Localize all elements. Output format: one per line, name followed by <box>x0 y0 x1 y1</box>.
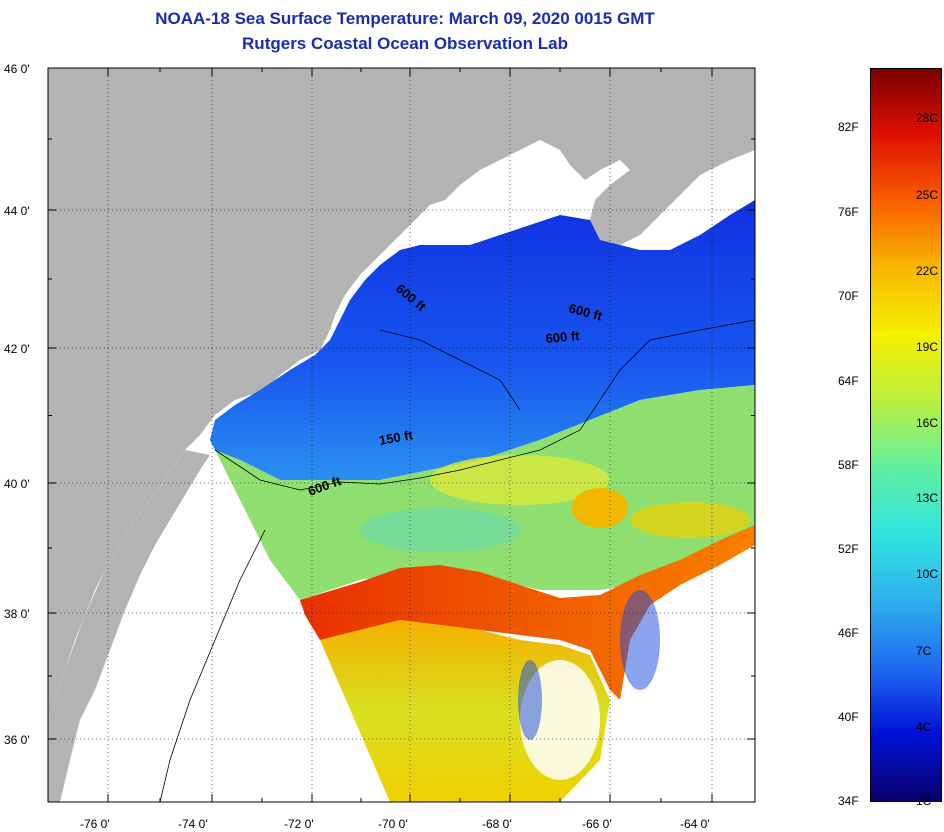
axis-ticks <box>48 67 755 802</box>
colorbar-label-c: 22C <box>916 264 939 278</box>
isobath-label-600ft-georges: 600 ft <box>545 328 581 346</box>
map-title: NOAA-18 Sea Surface Temperature: March 0… <box>155 9 655 28</box>
map-frame <box>48 68 755 802</box>
colorbar-label-f: 40F <box>838 710 859 724</box>
lat-label-38: 38 0' <box>4 607 30 621</box>
lon-label-66: -66 0' <box>582 817 612 831</box>
map-border <box>47 67 756 803</box>
colorbar-label-f: 64F <box>838 374 859 388</box>
cold-shelf-water <box>210 200 755 480</box>
colorbar-gradient <box>870 68 942 802</box>
isobath-label-150ft: 150 ft <box>378 427 415 448</box>
colorbar-label-c: 25C <box>916 188 939 202</box>
colorbar-label-c: 10C <box>916 567 939 581</box>
temperature-colorbar <box>870 68 942 802</box>
lat-label-44: 44 0' <box>4 204 30 218</box>
lon-label-72: -72 0' <box>284 817 314 831</box>
map-subtitle: Rutgers Coastal Ocean Observation Lab <box>242 34 568 53</box>
lon-label-64: -64 0' <box>680 817 710 831</box>
colorbar-label-c: 1C <box>916 794 932 808</box>
colorbar-label-f: 76F <box>838 205 859 219</box>
gulf-stream <box>300 525 755 700</box>
colorbar-label-c: 7C <box>916 644 932 658</box>
lat-label-36: 36 0' <box>4 733 30 747</box>
colorbar-label-c: 4C <box>916 720 932 734</box>
colorbar-label-c: 16C <box>916 416 939 430</box>
colorbar-label-c: 13C <box>916 491 939 505</box>
lat-label-42: 42 0' <box>4 342 30 356</box>
colorbar-label-f: 46F <box>838 626 859 640</box>
colorbar-label-f: 34F <box>838 794 859 808</box>
lon-label-70: -70 0' <box>378 817 408 831</box>
colorbar-label-f: 52F <box>838 542 859 556</box>
lon-label-74: -74 0' <box>178 817 208 831</box>
colorbar-label-c: 28C <box>916 111 939 125</box>
isobath-contours <box>159 319 755 802</box>
colorbar-label-c: 19C <box>916 340 939 354</box>
colorbar-label-f: 58F <box>838 458 859 472</box>
lat-label-40: 40 0' <box>4 477 30 491</box>
lat-label-46: 46 0' <box>4 62 30 76</box>
land-mass <box>48 68 755 720</box>
lon-label-76: -76 0' <box>80 817 110 831</box>
lon-label-68: -68 0' <box>482 817 512 831</box>
colorbar-label-f: 70F <box>838 289 859 303</box>
colorbar-label-f: 82F <box>838 120 859 134</box>
